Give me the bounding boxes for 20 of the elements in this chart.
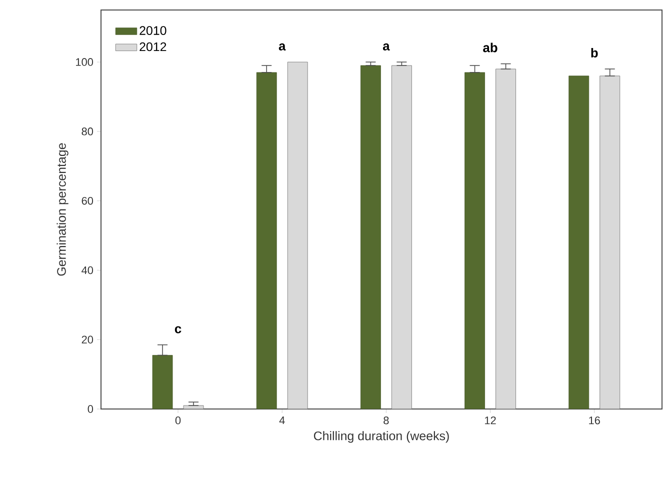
annotation: c bbox=[174, 326, 182, 334]
annotation: b bbox=[591, 48, 598, 58]
x-tick-label: 8 bbox=[384, 416, 389, 424]
y-axis-title: Germination percentage bbox=[56, 143, 68, 276]
y-tick-label: 100 bbox=[76, 58, 94, 66]
y-tick-label: 40 bbox=[82, 266, 94, 274]
x-tick-label: 12 bbox=[485, 416, 496, 424]
y-tick-label: 80 bbox=[82, 128, 94, 136]
x-axis-title: Chilling duration (weeks) bbox=[314, 431, 449, 443]
legend-label: 2012 bbox=[140, 42, 166, 52]
legend-label: 2010 bbox=[140, 26, 166, 35]
annotation: ab bbox=[483, 42, 498, 52]
y-tick-label: 0 bbox=[88, 405, 94, 413]
y-tick-label: 60 bbox=[82, 196, 94, 205]
annotation: a bbox=[278, 43, 286, 51]
y-tick-label: 20 bbox=[82, 336, 94, 344]
annotation: a bbox=[382, 43, 390, 51]
x-tick-label: 4 bbox=[279, 416, 285, 424]
x-tick-label: 0 bbox=[175, 416, 181, 424]
x-tick-label: 16 bbox=[589, 416, 600, 424]
